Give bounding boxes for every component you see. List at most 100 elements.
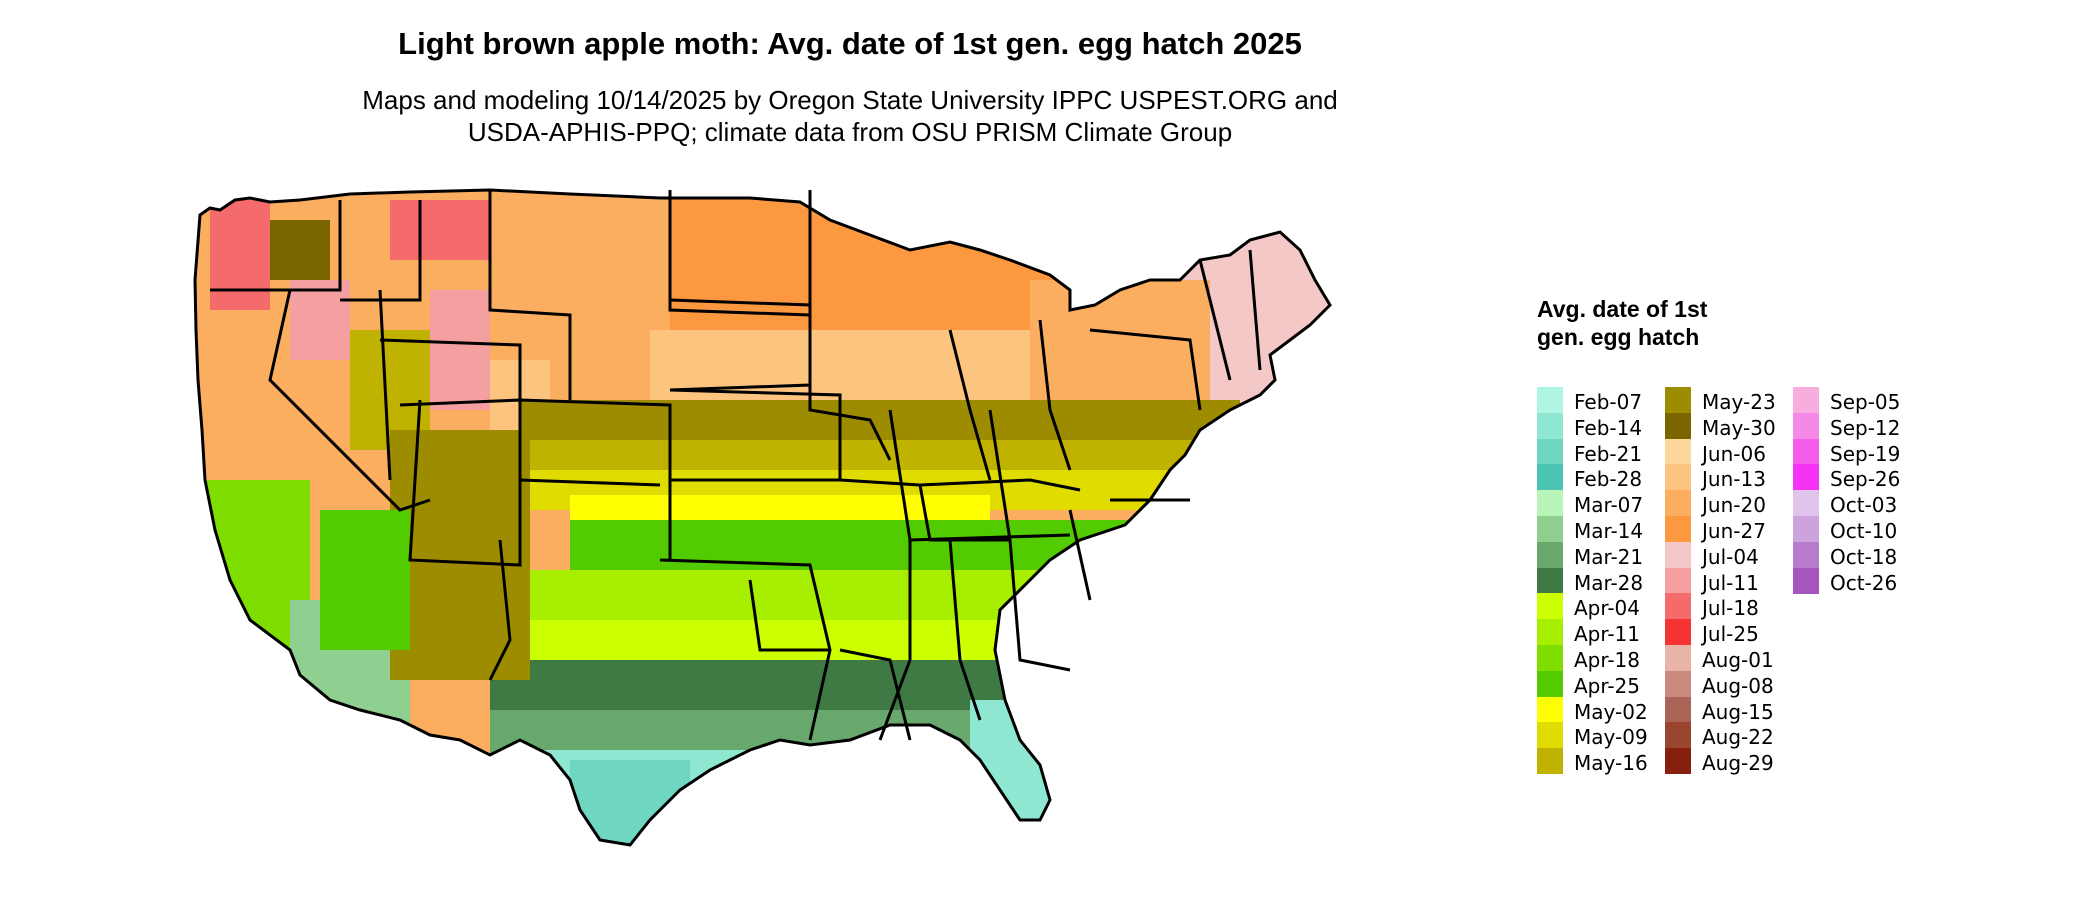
legend-label: Apr-18 bbox=[1574, 648, 1640, 672]
legend-item: Feb-14 bbox=[1537, 412, 1667, 440]
legend-swatch bbox=[1793, 516, 1819, 542]
legend-label: Feb-14 bbox=[1574, 415, 1643, 440]
legend-item: Aug-08 bbox=[1665, 670, 1795, 698]
legend-item: Mar-07 bbox=[1537, 490, 1667, 518]
legend-item: Jul-25 bbox=[1665, 619, 1795, 647]
legend-swatch bbox=[1665, 464, 1691, 491]
legend-label: Apr-25 bbox=[1574, 673, 1640, 698]
legend-item: Feb-21 bbox=[1537, 438, 1667, 466]
legend-swatch bbox=[1793, 490, 1819, 517]
legend-swatch bbox=[1793, 387, 1819, 413]
legend-item: Aug-29 bbox=[1665, 748, 1795, 776]
legend-label: Jul-04 bbox=[1702, 544, 1759, 569]
legend-item: Sep-19 bbox=[1793, 438, 1923, 466]
legend-swatch bbox=[1665, 567, 1691, 594]
legend-label: Jun-27 bbox=[1702, 519, 1766, 543]
legend-item: Mar-14 bbox=[1537, 516, 1667, 543]
state-boundaries bbox=[193, 188, 1332, 847]
legend-label: Jul-11 bbox=[1702, 570, 1759, 595]
legend-label: Jun-20 bbox=[1702, 493, 1766, 518]
legend-label: Mar-21 bbox=[1574, 544, 1644, 569]
legend-item: Aug-01 bbox=[1665, 645, 1795, 672]
legend-label: Aug-29 bbox=[1702, 751, 1774, 776]
subtitle-line-1: Maps and modeling 10/14/2025 by Oregon S… bbox=[362, 85, 1338, 115]
legend-item: Sep-26 bbox=[1793, 464, 1923, 492]
legend-swatch bbox=[1537, 619, 1563, 646]
legend-swatch bbox=[1665, 541, 1691, 568]
legend-swatch bbox=[1665, 748, 1691, 775]
legend-label: Jul-18 bbox=[1702, 596, 1759, 621]
legend-label: Jun-06 bbox=[1702, 441, 1766, 466]
legend-label: Sep-26 bbox=[1830, 467, 1901, 492]
legend-label: May-16 bbox=[1574, 751, 1648, 776]
legend-item: Oct-03 bbox=[1793, 490, 1923, 518]
legend-swatch bbox=[1665, 670, 1691, 697]
legend-swatch bbox=[1665, 722, 1691, 749]
legend-swatch bbox=[1537, 670, 1563, 697]
legend-swatch bbox=[1537, 516, 1563, 542]
legend-item: Jun-06 bbox=[1665, 438, 1795, 466]
legend-label: Sep-19 bbox=[1830, 441, 1901, 466]
legend-swatch bbox=[1537, 387, 1563, 413]
legend-item: Jul-11 bbox=[1665, 567, 1795, 595]
legend-swatch bbox=[1537, 412, 1563, 439]
legend-item: Feb-07 bbox=[1537, 387, 1667, 414]
legend: Avg. date of 1st gen. egg hatch Feb-07 Fe… bbox=[1537, 295, 2097, 775]
legend-swatch bbox=[1665, 387, 1691, 413]
subtitle-line-2: USDA-APHIS-PPQ; climate data from OSU PR… bbox=[467, 117, 1233, 147]
legend-swatch bbox=[1537, 645, 1563, 671]
legend-item: May-30 bbox=[1665, 412, 1795, 440]
legend-swatch bbox=[1537, 722, 1563, 749]
legend-label: Feb-28 bbox=[1574, 467, 1643, 492]
us-map bbox=[193, 188, 1332, 847]
legend-item: Mar-28 bbox=[1537, 567, 1667, 595]
legend-item: Apr-11 bbox=[1537, 619, 1667, 646]
legend-swatch bbox=[1665, 645, 1691, 671]
legend-label: Aug-08 bbox=[1702, 673, 1774, 698]
legend-swatch bbox=[1537, 490, 1563, 517]
legend-item: Apr-18 bbox=[1537, 645, 1667, 672]
legend-swatch bbox=[1793, 438, 1819, 465]
legend-item: May-23 bbox=[1665, 387, 1795, 414]
legend-swatch bbox=[1537, 438, 1563, 465]
legend-swatch bbox=[1793, 567, 1819, 594]
legend-label: Aug-15 bbox=[1702, 699, 1774, 724]
legend-item: May-02 bbox=[1537, 696, 1667, 724]
legend-label: Sep-12 bbox=[1830, 415, 1901, 440]
map-title: Light brown apple moth: Avg. date of 1st… bbox=[398, 26, 1302, 61]
legend-label: Oct-03 bbox=[1830, 493, 1898, 518]
legend-swatch bbox=[1665, 696, 1691, 723]
legend-swatch bbox=[1665, 412, 1691, 439]
legend-label: Apr-04 bbox=[1574, 596, 1640, 621]
legend-label: Feb-07 bbox=[1574, 390, 1643, 414]
legend-item: Apr-25 bbox=[1537, 670, 1667, 698]
legend-swatch bbox=[1665, 619, 1691, 646]
legend-label: May-30 bbox=[1702, 415, 1776, 440]
legend-swatch bbox=[1537, 593, 1563, 620]
legend-item: Jul-18 bbox=[1665, 593, 1795, 621]
legend-swatch bbox=[1537, 567, 1563, 594]
legend-item: Apr-04 bbox=[1537, 593, 1667, 621]
legend-item: Oct-18 bbox=[1793, 541, 1923, 569]
legend-swatch bbox=[1537, 464, 1563, 491]
legend-item: Aug-15 bbox=[1665, 696, 1795, 724]
legend-swatch bbox=[1793, 541, 1819, 568]
legend-item: Oct-10 bbox=[1793, 516, 1923, 543]
legend-swatch bbox=[1665, 516, 1691, 542]
legend-label: Aug-01 bbox=[1702, 648, 1774, 672]
legend-label: Mar-07 bbox=[1574, 493, 1644, 518]
legend-item: Aug-22 bbox=[1665, 722, 1795, 749]
legend-item: Sep-05 bbox=[1793, 387, 1923, 414]
legend-swatch bbox=[1537, 748, 1563, 775]
legend-label: Oct-26 bbox=[1830, 570, 1898, 595]
legend-title: Avg. date of 1st gen. egg hatch bbox=[1537, 296, 1708, 350]
legend-swatch bbox=[1665, 438, 1691, 465]
legend-label: Mar-14 bbox=[1574, 519, 1644, 543]
legend-label: May-02 bbox=[1574, 699, 1648, 724]
legend-swatch bbox=[1665, 593, 1691, 620]
legend-item: May-09 bbox=[1537, 722, 1667, 749]
legend-label: May-23 bbox=[1702, 390, 1776, 414]
legend-swatch bbox=[1537, 696, 1563, 723]
legend-label: Jul-25 bbox=[1702, 622, 1759, 647]
legend-swatch bbox=[1665, 490, 1691, 517]
